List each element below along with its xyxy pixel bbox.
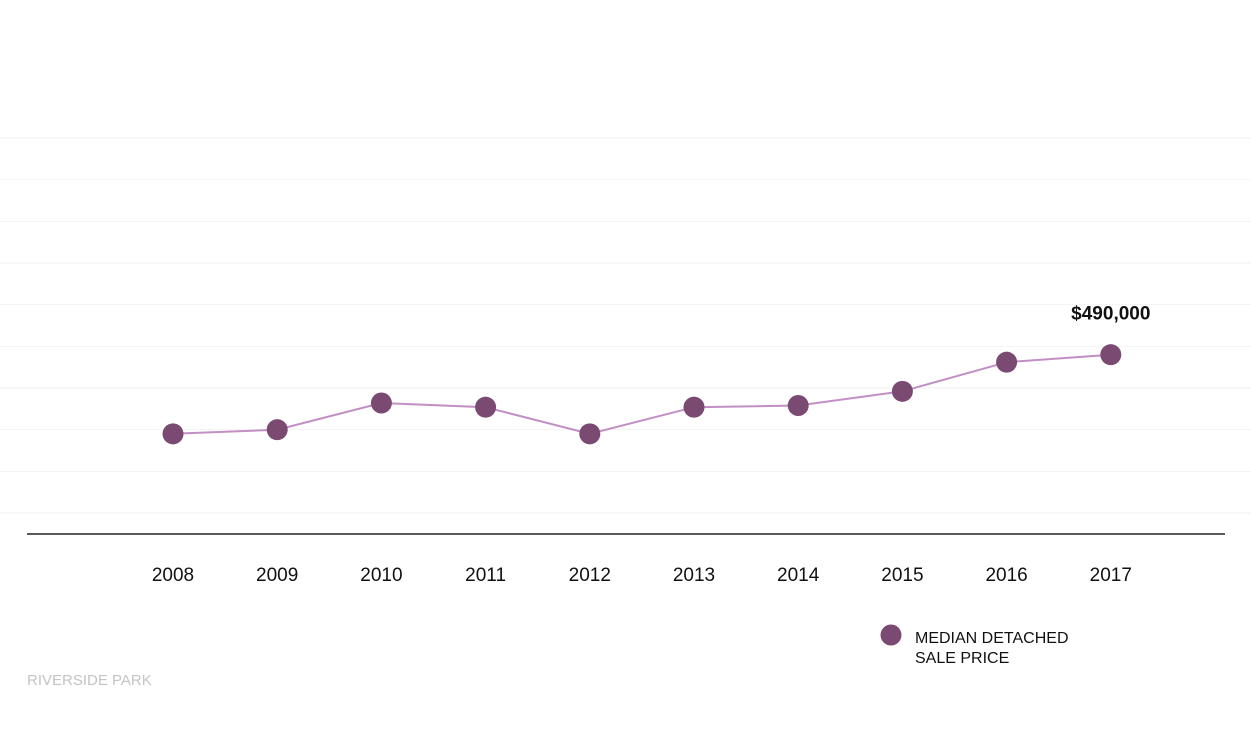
x-tick-label-2016: 2016	[985, 565, 1027, 586]
x-tick-label-2015: 2015	[881, 565, 923, 586]
data-point-2014	[787, 395, 809, 416]
gridlines	[0, 137, 1251, 514]
x-tick-label-2014: 2014	[777, 565, 820, 586]
data-point-2015	[891, 380, 913, 402]
legend-label-line-1: MEDIAN DETACHED	[915, 630, 1069, 647]
data-point-2010	[370, 392, 392, 414]
x-tick-label-2011: 2011	[465, 565, 506, 586]
data-point-2012	[579, 423, 601, 445]
callout-value-label: $490,000	[1071, 304, 1150, 325]
x-tick-label-2013: 2013	[673, 565, 715, 586]
x-tick-label-2010: 2010	[360, 565, 402, 586]
x-tick-label-2012: 2012	[569, 565, 611, 586]
data-point-2016	[996, 351, 1018, 373]
data-point-2009	[266, 419, 288, 441]
x-tick-label-2008: 2008	[152, 565, 194, 586]
data-points	[162, 344, 1122, 445]
legend-marker	[880, 624, 902, 646]
data-point-2011	[475, 396, 497, 418]
legend-label-line-2: SALE PRICE	[915, 650, 1009, 667]
data-point-2017	[1100, 344, 1122, 366]
data-point-2013	[683, 396, 705, 418]
x-tick-label-2017: 2017	[1090, 565, 1132, 586]
x-tick-labels: 2008 2009 2010 2011 2012 2013 2014 2015 2016 2017	[152, 565, 1132, 586]
footer-location-label: RIVERSIDE PARK	[27, 672, 152, 689]
data-point-2008	[162, 423, 184, 445]
x-tick-label-2009: 2009	[256, 565, 298, 586]
series-line	[172, 353, 1111, 435]
legend: MEDIAN DETACHED SALE PRICE	[880, 624, 1069, 667]
